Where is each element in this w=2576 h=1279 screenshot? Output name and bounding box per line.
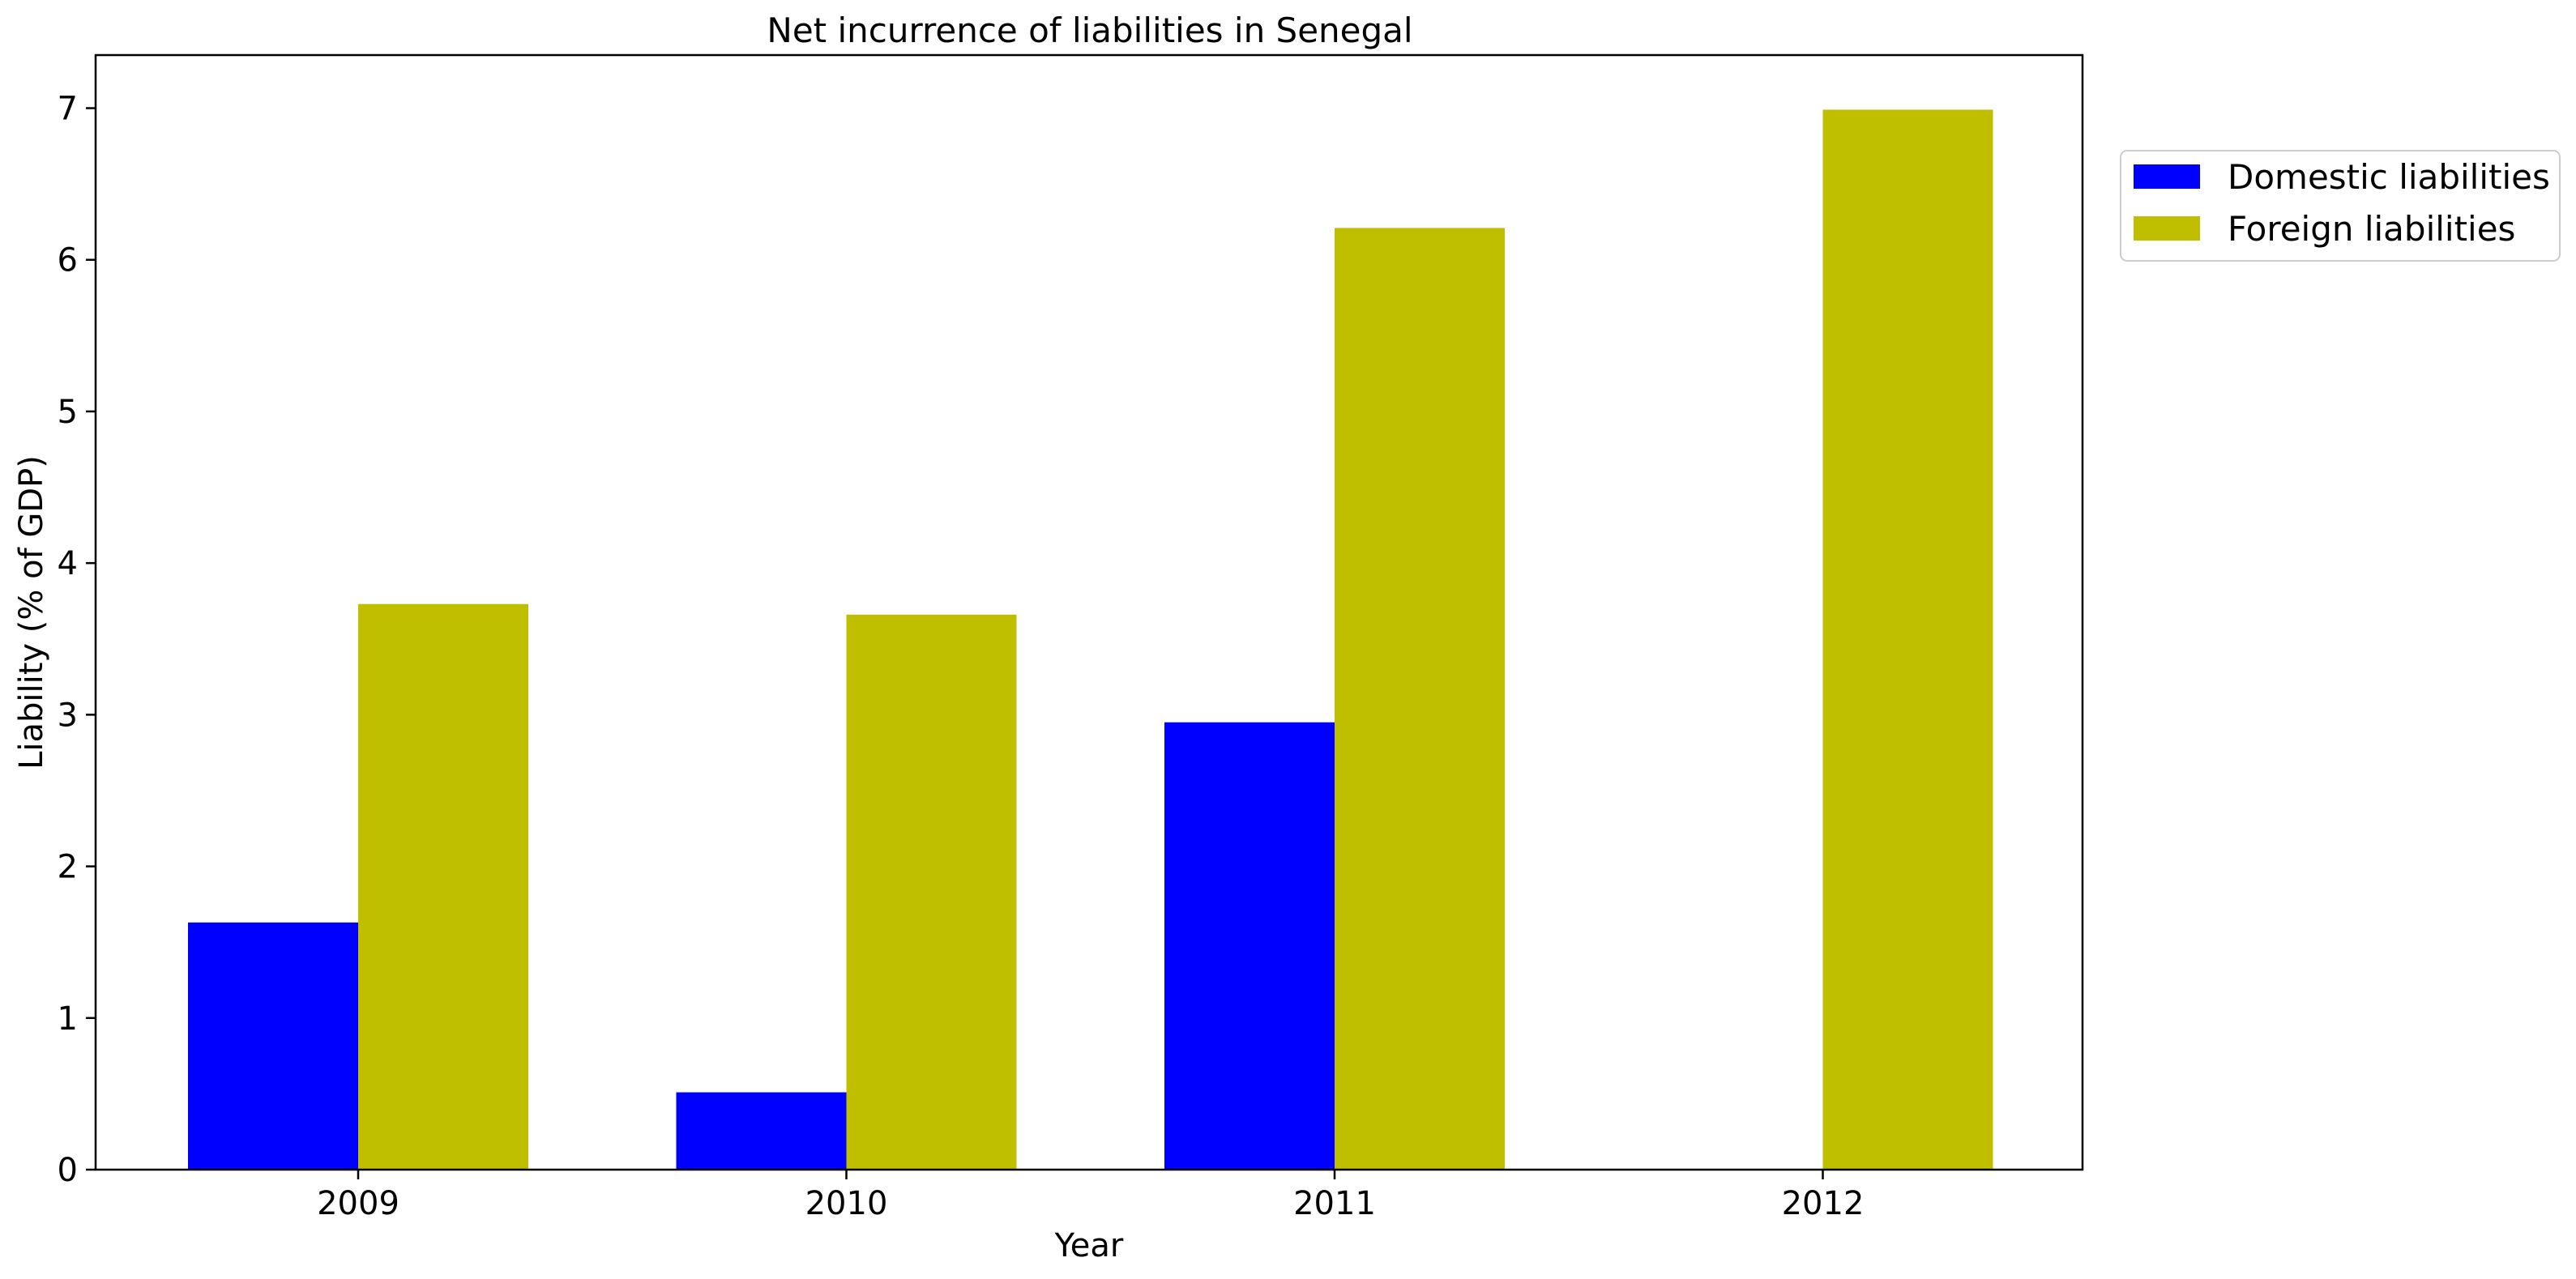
x-tick-label: 2012 [1782,1185,1865,1222]
y-axis-title: Liability (% of GDP) [13,455,50,770]
bar-foreign-liabilities-2011 [1335,228,1505,1170]
bar-domestic-liabilities-2009 [188,922,358,1170]
legend: Domestic liabilities Foreign liabilities [2120,150,2561,262]
bar-domestic-liabilities-2011 [1164,722,1335,1170]
bar-foreign-liabilities-2012 [1822,109,1993,1170]
y-tick-label: 6 [58,242,78,279]
y-tick-label: 4 [58,545,78,582]
bars-layer [188,109,1993,1170]
bar-foreign-liabilities-2009 [358,603,528,1170]
legend-swatch-foreign [2134,216,2200,241]
y-tick-label: 5 [58,394,78,431]
x-axis-title: Year [1054,1227,1124,1264]
y-tick-label: 2 [58,849,78,886]
y-tick-label: 3 [58,697,78,734]
chart-title: Net incurrence of liabilities in Senegal [767,11,1412,50]
y-tick-label: 0 [58,1152,78,1189]
legend-label-domestic: Domestic liabilities [2228,157,2550,197]
x-axis: 2009 2010 2011 2012 [317,1170,1864,1222]
y-tick-label: 1 [58,1000,78,1038]
x-tick-label: 2010 [805,1185,888,1222]
legend-label-foreign: Foreign liabilities [2228,209,2515,249]
legend-swatch-domestic [2134,164,2200,189]
y-axis: 0 1 2 3 4 5 6 7 [58,91,96,1189]
y-tick-label: 7 [58,91,78,128]
legend-frame [2120,150,2561,262]
bar-foreign-liabilities-2010 [846,614,1017,1170]
x-tick-label: 2009 [317,1185,399,1222]
bar-domestic-liabilities-2010 [676,1092,847,1170]
x-tick-label: 2011 [1293,1185,1376,1222]
plot-frame [94,53,2084,1171]
